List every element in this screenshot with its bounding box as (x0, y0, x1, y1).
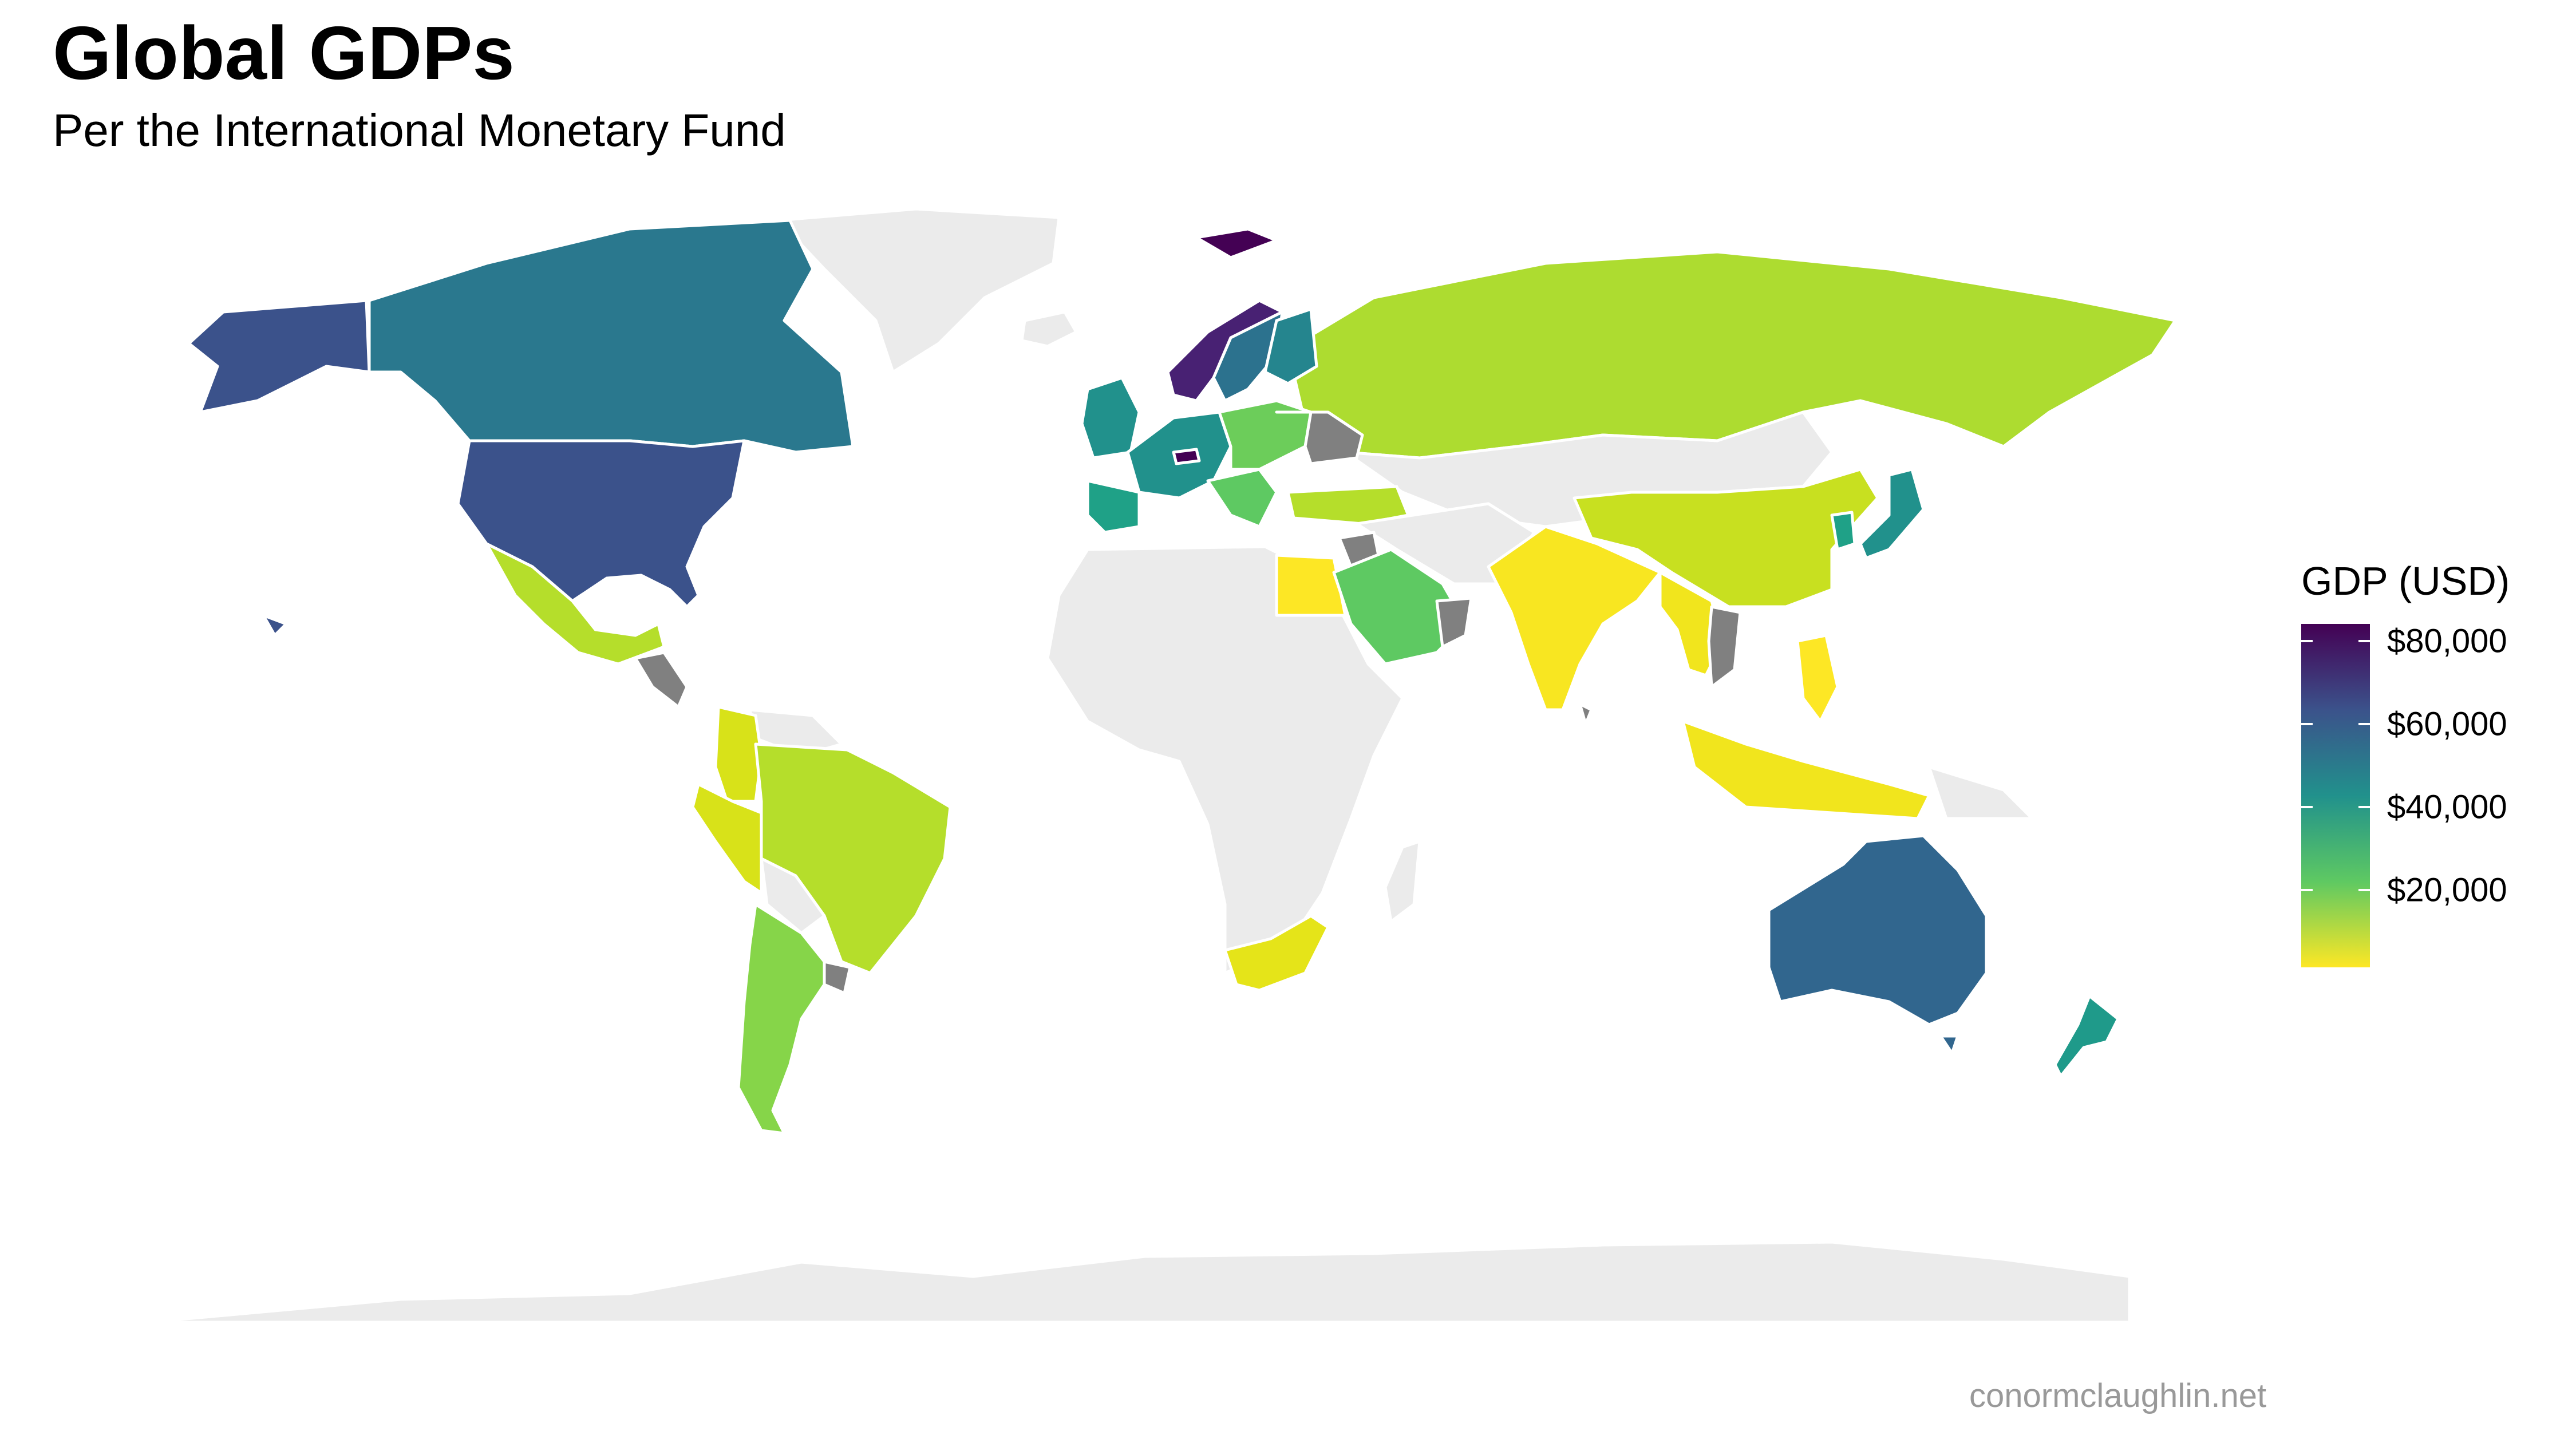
legend-tick-label: $20,000 (2387, 871, 2507, 909)
legend-tick-label: $60,000 (2387, 705, 2507, 743)
region-bolivia (760, 857, 826, 935)
legend-color-bar (2301, 624, 2370, 967)
region-svalbard (1195, 227, 1278, 259)
source-caption: conormclaughlin.net (1969, 1377, 2267, 1414)
region-central-america (634, 651, 689, 709)
region-ukraine (1275, 410, 1364, 465)
region-iberia (1086, 479, 1141, 534)
region-tasmania (1939, 1034, 1959, 1055)
legend-tick-label: $80,000 (2387, 622, 2507, 660)
region-italy-balkans (1206, 468, 1278, 528)
region-mexico (485, 542, 666, 666)
chart-title: Global GDPs (53, 11, 515, 95)
region-canada (368, 219, 855, 454)
region-iceland (1020, 310, 1078, 348)
region-korea (1830, 511, 1856, 551)
region-new-zealand (2053, 994, 2120, 1078)
region-russia (1286, 250, 2177, 460)
legend-tick-label: $40,000 (2387, 788, 2507, 826)
region-hawaii (262, 614, 288, 637)
region-antarctica (147, 1240, 2131, 1324)
region-china (1573, 468, 1879, 608)
region-south-africa (1223, 914, 1330, 992)
region-switzerland (1172, 448, 1201, 465)
region-peru (691, 782, 763, 895)
legend-title: GDP (USD) (2301, 559, 2510, 603)
region-argentina (737, 903, 826, 1135)
region-usa (456, 439, 746, 608)
region-alaska (187, 299, 371, 414)
region-sri-lanka (1578, 702, 1593, 726)
region-greenland (777, 207, 1061, 374)
region-uk (1080, 376, 1141, 460)
region-philippines (1796, 634, 1839, 723)
region-madagascar (1384, 840, 1421, 923)
region-indonesia (1681, 720, 1931, 820)
region-central-europe (1218, 399, 1313, 471)
region-egypt (1275, 554, 1347, 617)
region-vietnam (1707, 605, 1742, 689)
region-uruguay (823, 960, 852, 995)
region-japan (1859, 468, 1925, 560)
region-india (1487, 525, 1662, 711)
region-papua (1927, 765, 2034, 820)
region-colombia (714, 705, 763, 803)
region-finland (1263, 307, 1318, 385)
chart-subtitle: Per the International Monetary Fund (53, 105, 786, 156)
region-australia (1767, 834, 1988, 1026)
region-oman (1435, 596, 1473, 649)
